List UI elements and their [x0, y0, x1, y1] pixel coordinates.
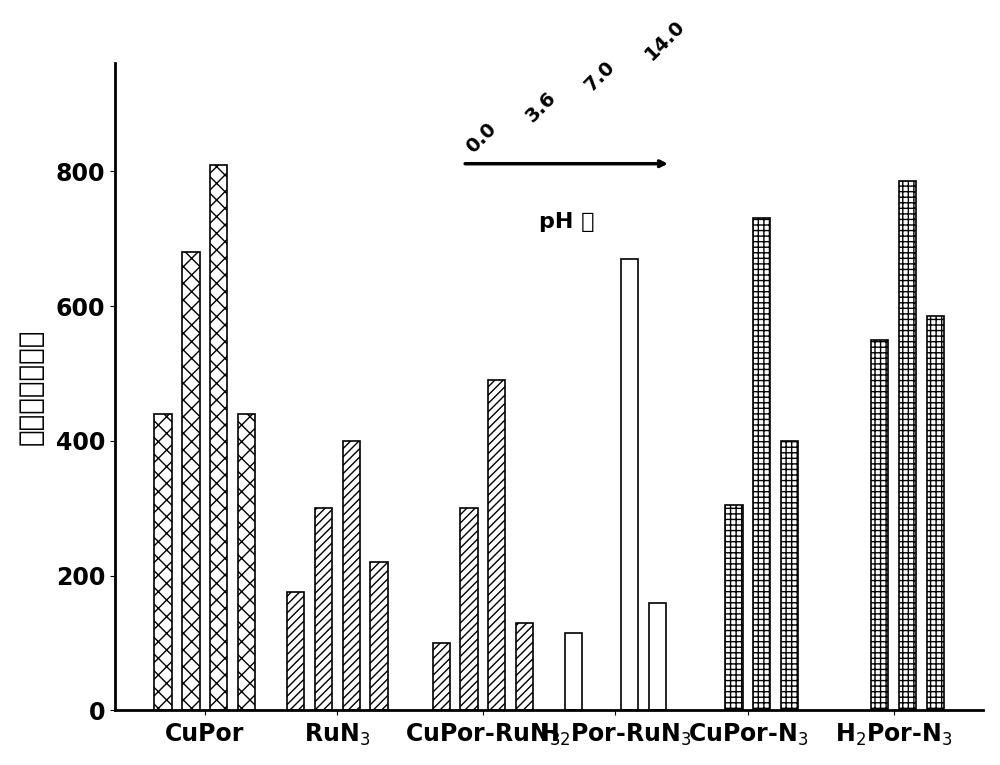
- Text: 7.0: 7.0: [581, 57, 619, 95]
- Bar: [315, 508, 332, 711]
- Bar: [871, 340, 888, 711]
- Bar: [927, 316, 944, 711]
- Bar: [238, 414, 255, 711]
- Bar: [154, 414, 172, 711]
- Bar: [287, 592, 304, 711]
- Bar: [516, 623, 533, 711]
- Text: 3.6: 3.6: [522, 89, 560, 126]
- Bar: [488, 380, 505, 711]
- Bar: [370, 562, 388, 711]
- Y-axis label: 过电位（伏特）: 过电位（伏特）: [17, 329, 45, 445]
- Bar: [343, 441, 360, 711]
- Bar: [781, 441, 798, 711]
- Bar: [725, 505, 743, 711]
- Bar: [210, 164, 227, 711]
- Bar: [460, 508, 478, 711]
- Text: pH 値: pH 値: [539, 212, 594, 233]
- Bar: [753, 219, 770, 711]
- Bar: [433, 643, 450, 711]
- Bar: [899, 181, 916, 711]
- Bar: [182, 252, 200, 711]
- Bar: [565, 633, 582, 711]
- Bar: [649, 603, 666, 711]
- Text: 14.0: 14.0: [641, 17, 688, 64]
- Text: 0.0: 0.0: [462, 119, 500, 158]
- Bar: [621, 259, 638, 711]
